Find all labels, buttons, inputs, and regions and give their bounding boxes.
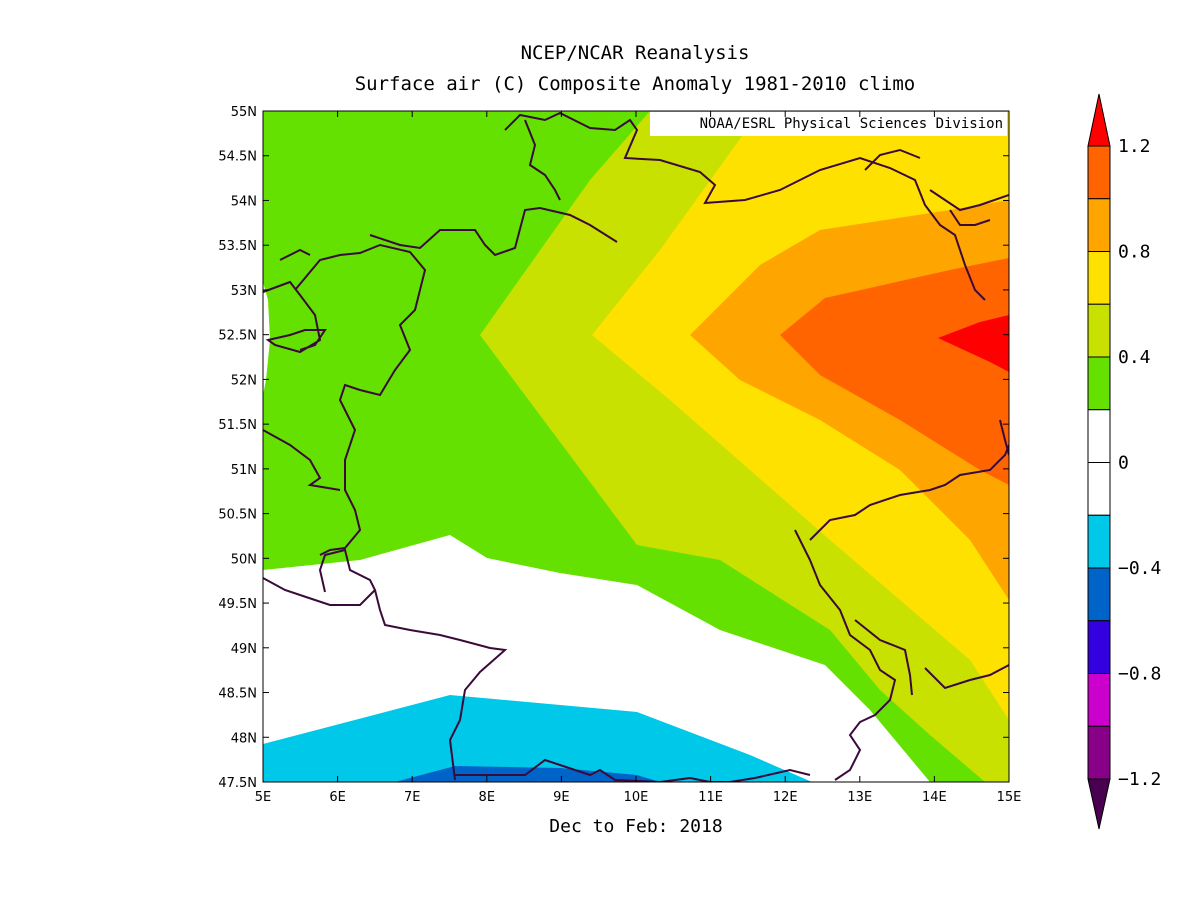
coastline-baltic-2 [949, 209, 991, 226]
colorbar-band [1087, 725, 1111, 780]
y-tick-label: 54.5N [218, 150, 257, 165]
colorbar-band [1087, 145, 1111, 200]
contour-fill-1.0-1.2 [780, 258, 1009, 485]
colorbar-band [1087, 303, 1111, 358]
country-borders [263, 111, 1009, 782]
x-tick-label: 5E [255, 790, 272, 805]
x-tick-label: 11E [698, 790, 723, 805]
x-axis: 5E 6E 7E 8E 9E 10E 11E 12E 13E 14E 15E [255, 111, 1022, 805]
x-tick-label: 14E [922, 790, 947, 805]
credit-box [650, 112, 1007, 136]
coastline-lake [864, 148, 921, 171]
colorbar-band [1087, 567, 1111, 622]
x-tick-label: 7E [404, 790, 421, 805]
y-tick-label: 53N [231, 284, 257, 299]
border-east [999, 419, 1009, 456]
coastline-belgium-nl [263, 280, 327, 354]
colorbar-bottom-arrow [1087, 778, 1111, 830]
x-tick-label: 15E [997, 790, 1022, 805]
colorbar-label: −0.8 [1118, 664, 1161, 685]
coastline-uk [369, 206, 618, 257]
border-czech [794, 529, 897, 781]
x-tick-label: 9E [553, 790, 570, 805]
coastline-jutland [524, 119, 561, 201]
map-title-line-2: Surface air (C) Composite Anomaly 1981-2… [354, 73, 916, 95]
contour-fill-neg-0.2-0.4 [263, 695, 812, 782]
colorbar-label: −1.2 [1118, 769, 1161, 790]
y-tick-label: 50N [231, 552, 257, 567]
y-tick-label: 53.5N [218, 239, 257, 254]
colorbar-band [1087, 673, 1111, 727]
y-tick-label: 48.5N [218, 687, 257, 702]
border-luxembourg [263, 429, 341, 491]
border-germany-west [294, 243, 427, 556]
y-tick-label: 55N [231, 105, 257, 120]
colorbar-band [1087, 356, 1111, 411]
y-tick-label: 52.5N [218, 329, 257, 344]
border-austria [455, 758, 811, 782]
filled-contours [263, 111, 1009, 782]
colorbar-label: 0.4 [1118, 347, 1151, 368]
colorbar-band [1087, 251, 1111, 305]
y-tick-label: 51.5N [218, 418, 257, 433]
x-tick-label: 12E [773, 790, 798, 805]
y-tick-label: 49N [231, 642, 257, 657]
colorbar-band [1087, 462, 1111, 516]
border-poland [809, 444, 1009, 541]
colorbar: 1.2 0.8 0.4 0 −0.4 −0.8 −1.2 [1087, 93, 1161, 830]
y-tick-label: 47.5N [218, 776, 257, 791]
colorbar-label: 0 [1118, 453, 1129, 474]
coastline-north [504, 111, 986, 301]
x-axis-label: Dec to Feb: 2018 [549, 816, 723, 837]
colorbar-label: 1.2 [1118, 136, 1151, 157]
x-tick-label: 8E [479, 790, 496, 805]
colorbar-band [1087, 620, 1111, 674]
colorbar-label: −0.4 [1118, 558, 1161, 579]
border-france-germany [263, 548, 377, 606]
x-tick-label: 6E [329, 790, 346, 805]
border-czech-east [854, 619, 913, 696]
credit-text: NOAA/ESRL Physical Sciences Division [700, 116, 1003, 132]
colorbar-band [1087, 514, 1111, 569]
border-rhine [374, 589, 508, 781]
y-tick-label: 54N [231, 194, 257, 209]
coastline-baltic [929, 189, 1009, 212]
y-tick-label: 52N [231, 373, 257, 388]
map-title-line-1: NCEP/NCAR Reanalysis [520, 42, 750, 64]
contour-fill-above-1.2 [938, 315, 1009, 372]
y-tick-label: 49.5N [218, 597, 257, 612]
y-tick-label: 51N [231, 463, 257, 478]
contour-fill-near-zero-west [263, 282, 270, 395]
border-slovakia [924, 664, 1009, 690]
colorbar-label: 0.8 [1118, 242, 1151, 263]
colorbar-band [1087, 198, 1111, 252]
x-tick-label: 10E [624, 790, 649, 805]
y-axis: 55N 54.5N 54N 53.5N 53N 52.5N 52N 51.5N 51N 50.5N… [218, 105, 1009, 791]
colorbar-band [1087, 409, 1111, 463]
y-tick-label: 48N [231, 731, 257, 746]
x-tick-label: 13E [847, 790, 872, 805]
y-tick-label: 50.5N [218, 508, 257, 523]
colorbar-top-arrow [1087, 93, 1111, 147]
coastline-netherlands [279, 248, 311, 261]
